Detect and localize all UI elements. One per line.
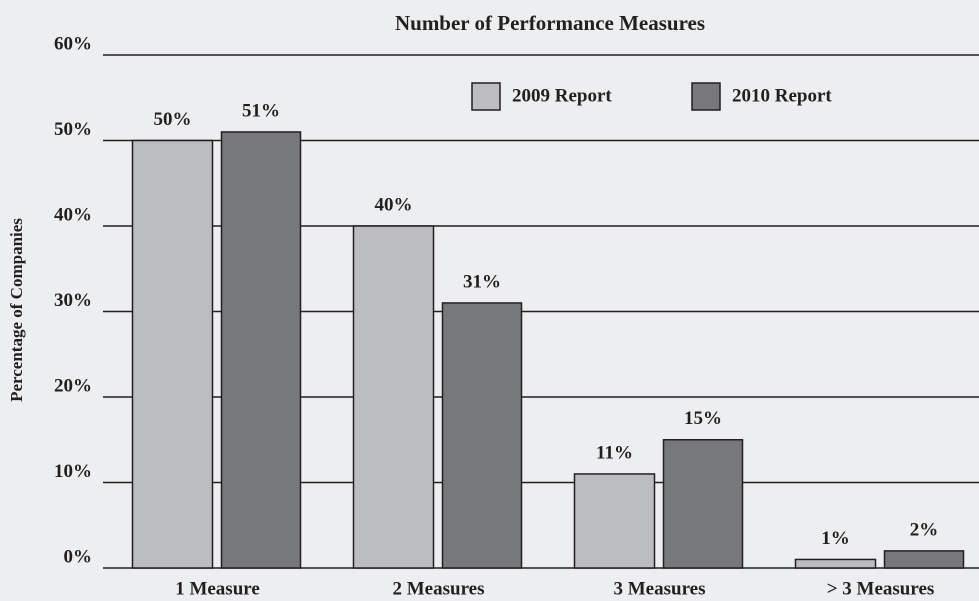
legend-swatch	[691, 82, 721, 111]
y-tick-label: 40%	[54, 204, 92, 225]
bar	[883, 550, 965, 569]
legend-swatch	[471, 82, 501, 111]
data-label: 2%	[910, 519, 939, 540]
y-tick-label: 60%	[54, 33, 92, 54]
data-label: 15%	[684, 408, 722, 429]
legend-label: 2010 Report	[732, 85, 832, 106]
y-tick-label: 10%	[54, 461, 92, 482]
x-tick-label: 1 Measure	[175, 578, 260, 599]
bar	[573, 473, 656, 569]
legend-label: 2009 Report	[512, 85, 612, 106]
x-tick-label: > 3 Measures	[827, 578, 935, 599]
x-tick-label: 2 Measures	[393, 578, 485, 599]
y-tick-label: 30%	[54, 290, 92, 311]
data-label: 11%	[596, 442, 633, 463]
y-tick-label: 20%	[54, 375, 92, 396]
data-label: 31%	[463, 271, 501, 292]
chart-title: Number of Performance Measures	[395, 11, 705, 35]
data-label: 1%	[821, 528, 850, 549]
y-tick-label: 0%	[64, 546, 93, 567]
data-label: 40%	[375, 194, 413, 215]
bar	[441, 302, 523, 569]
bar	[131, 139, 214, 569]
bar	[662, 439, 744, 569]
y-axis-label: Percentage of Companies	[7, 218, 26, 402]
y-tick-label: 50%	[54, 119, 92, 140]
bar	[794, 558, 877, 569]
bar	[352, 225, 435, 569]
bar	[220, 131, 302, 569]
data-label: 50%	[154, 109, 192, 130]
x-tick-label: 3 Measures	[614, 578, 706, 599]
data-label: 51%	[242, 100, 280, 121]
